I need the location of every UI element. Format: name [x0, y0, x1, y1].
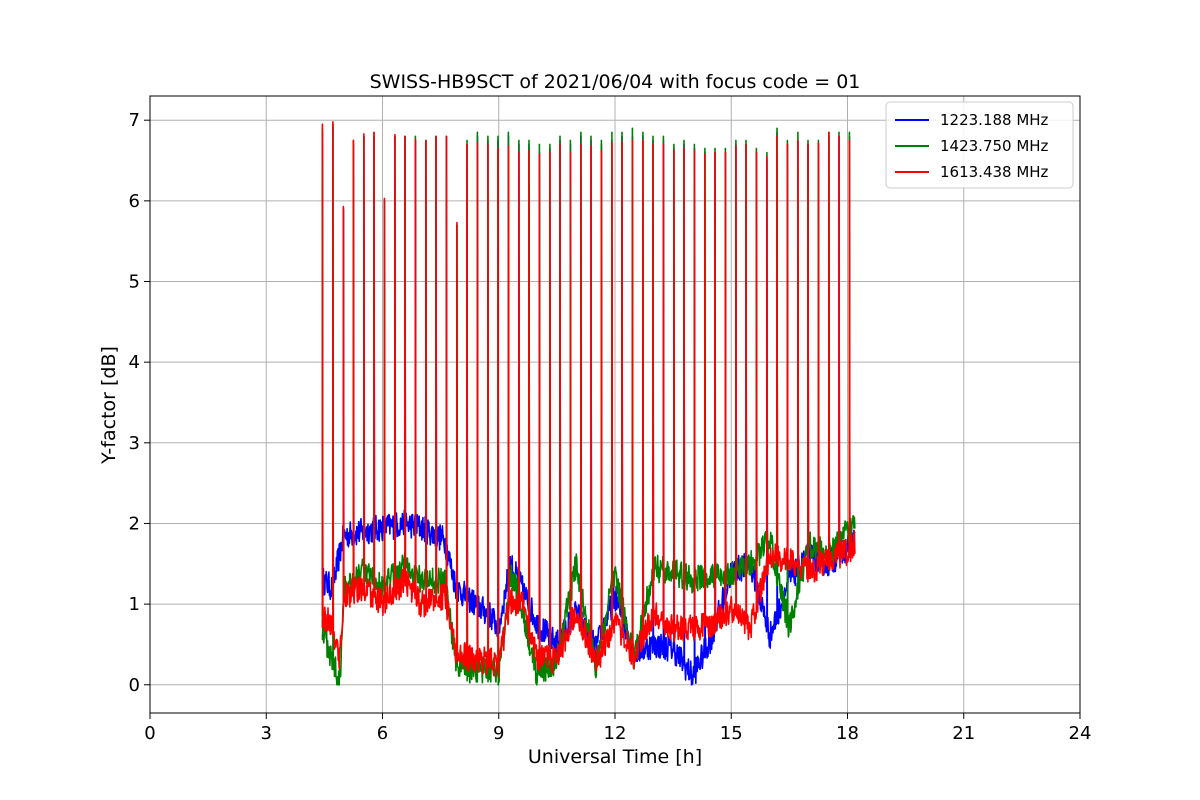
- x-tick-label: 24: [1069, 723, 1092, 744]
- y-tick-label: 3: [129, 433, 140, 454]
- x-tick-label: 6: [377, 723, 388, 744]
- x-axis: 0 3 6 9 12 15 18 21 24: [144, 713, 1091, 744]
- legend-box: [885, 101, 1074, 189]
- y-tick-label: 4: [129, 352, 140, 373]
- y-tick-label: 7: [129, 110, 140, 131]
- series-layer: [321, 121, 856, 686]
- y-tick-label: 0: [129, 675, 140, 696]
- x-tick-label: 0: [144, 723, 155, 744]
- x-tick-label: 15: [720, 723, 743, 744]
- series-line-1613: [321, 121, 856, 678]
- x-tick-label: 9: [493, 723, 504, 744]
- y-axis: 0 1 2 3 4 5 6 7: [129, 110, 150, 696]
- x-axis-label: Universal Time [h]: [528, 746, 702, 768]
- y-tick-label: 5: [129, 272, 140, 293]
- x-tick-label: 18: [836, 723, 859, 744]
- y-tick-label: 2: [129, 513, 140, 534]
- x-tick-label: 12: [604, 723, 627, 744]
- y-tick-label: 6: [129, 191, 140, 212]
- y-tick-label: 1: [129, 594, 140, 615]
- legend: 1223.188 MHz 1423.750 MHz 1613.438 MHz: [885, 101, 1074, 189]
- legend-label-1423: 1423.750 MHz: [940, 137, 1049, 155]
- chart-title: SWISS-HB9SCT of 2021/06/04 with focus co…: [370, 71, 861, 93]
- legend-label-1613: 1613.438 MHz: [940, 163, 1049, 181]
- x-tick-label: 3: [261, 723, 272, 744]
- x-tick-label: 21: [952, 723, 975, 744]
- legend-label-1223: 1223.188 MHz: [940, 111, 1049, 129]
- y-axis-label: Y-factor [dB]: [98, 346, 120, 465]
